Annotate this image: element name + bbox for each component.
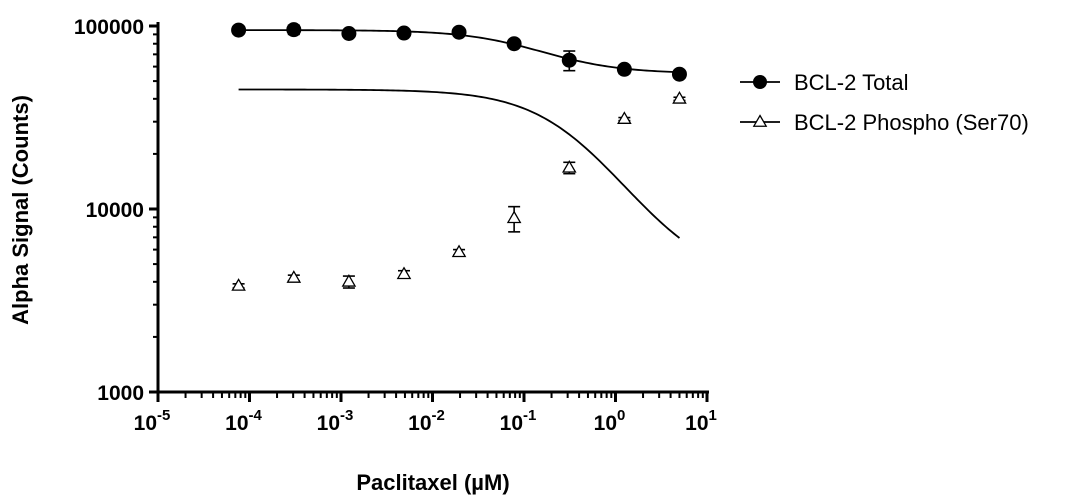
legend: BCL-2 Total BCL-2 Phospho (Ser70)	[740, 70, 1029, 135]
data-point	[396, 25, 412, 41]
y-tick-label: 100000	[74, 16, 144, 39]
data-point	[671, 66, 687, 82]
x-tick-label: 10-5	[134, 407, 171, 435]
series-1	[231, 22, 687, 82]
data-point	[231, 278, 246, 291]
data-point	[617, 111, 632, 124]
data-point	[451, 244, 467, 258]
data-point	[341, 274, 357, 287]
y-axis-title: Alpha Signal (Counts)	[8, 95, 33, 325]
legend-label: BCL-2 Total	[794, 70, 909, 95]
legend-label: BCL-2 Phospho (Ser70)	[794, 110, 1029, 135]
axes: 1000 10000 100000 10-5 10-4 10-3 10-2 10-1 100 10…	[74, 16, 717, 435]
legend-item: BCL-2 Phospho (Ser70)	[740, 110, 1029, 135]
x-tick-label: 100	[594, 407, 626, 435]
data-point	[672, 91, 687, 104]
x-tick-label: 101	[685, 407, 717, 435]
x-tick-label: 10-3	[317, 407, 354, 435]
data-point	[561, 159, 577, 173]
series-layer	[231, 22, 687, 291]
x-tick-label: 10-4	[225, 407, 262, 435]
data-point	[506, 210, 522, 224]
legend-marker	[752, 114, 768, 127]
x-tick-label: 10-1	[500, 407, 537, 435]
x-axis-title: Paclitaxel (µM)	[356, 470, 509, 495]
data-point	[286, 270, 302, 283]
y-tick-label: 1000	[97, 382, 144, 405]
fit-curve	[238, 88, 681, 239]
data-point	[451, 24, 467, 40]
data-point	[231, 22, 247, 38]
data-point	[561, 52, 577, 68]
x-tick-label: 10-2	[408, 407, 445, 435]
data-point	[616, 61, 632, 77]
data-point	[341, 25, 357, 41]
y-tick-label: 10000	[86, 199, 144, 222]
legend-item: BCL-2 Total	[740, 70, 909, 95]
series-2	[231, 88, 687, 291]
data-point	[506, 36, 522, 52]
data-point	[286, 22, 302, 38]
data-point	[396, 266, 412, 280]
legend-marker	[753, 75, 767, 89]
